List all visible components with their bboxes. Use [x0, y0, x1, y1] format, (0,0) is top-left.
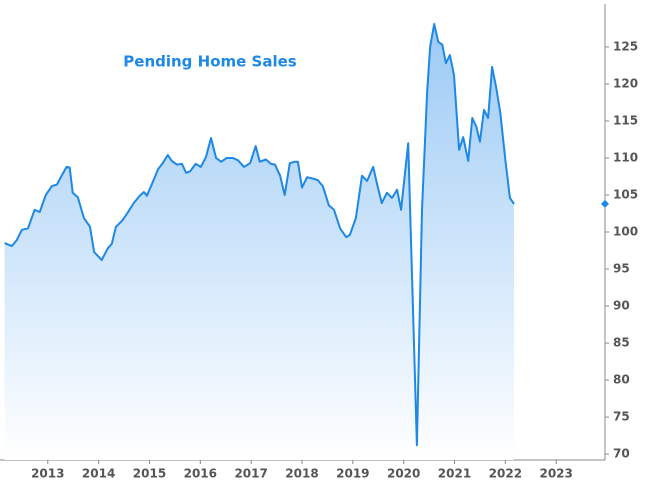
- x-tick-label: 2019: [336, 467, 369, 481]
- x-tick-label: 2020: [387, 467, 420, 481]
- x-tick-label: 2013: [31, 467, 64, 481]
- chart-title: Pending Home Sales: [123, 53, 296, 71]
- x-tick-label: 2022: [489, 467, 522, 481]
- y-tick-label: 100: [613, 225, 638, 239]
- x-tick-label: 2015: [133, 467, 166, 481]
- y-tick-label: 70: [613, 447, 630, 461]
- x-tick-label: 2021: [438, 467, 471, 481]
- y-tick-label: 95: [613, 262, 630, 276]
- y-tick-label: 80: [613, 373, 630, 387]
- y-tick-label: 110: [613, 150, 638, 164]
- x-tick-label: 2017: [234, 467, 267, 481]
- y-tick-label: 125: [613, 39, 638, 53]
- x-tick-label: 2014: [82, 467, 115, 481]
- y-tick-label: 120: [613, 76, 638, 90]
- area: [4, 24, 515, 460]
- y-tick-label: 75: [613, 410, 630, 424]
- line: [4, 23, 515, 447]
- y-tick-label: 90: [613, 299, 630, 313]
- x-tick-label: 2023: [539, 467, 572, 481]
- y-tick-label: 85: [613, 336, 630, 350]
- x-tick-label: 2016: [184, 467, 217, 481]
- y-tick-label: 105: [613, 187, 638, 201]
- x-tick-label: 2018: [285, 467, 318, 481]
- last-value-marker: [601, 199, 609, 208]
- y-tick-label: 115: [613, 113, 638, 127]
